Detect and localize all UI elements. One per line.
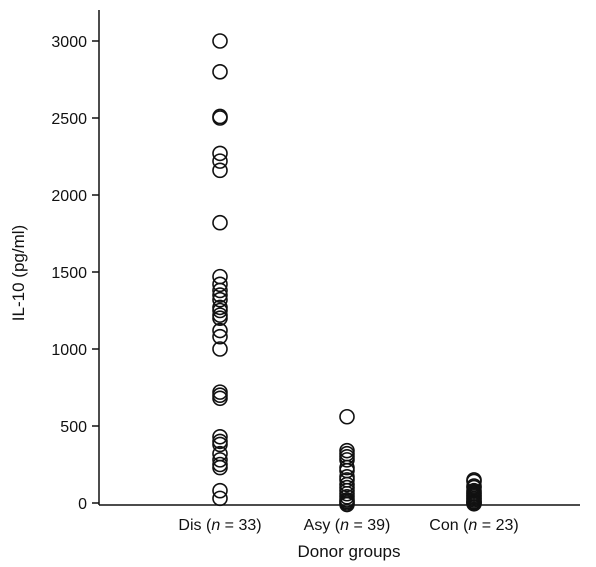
y-tick-label: 1000 (51, 342, 87, 359)
x-axis-title: Donor groups (297, 542, 400, 561)
data-point (212, 384, 228, 400)
data-point (212, 452, 228, 468)
data-point (212, 110, 228, 126)
data-points (212, 33, 482, 513)
data-point (212, 341, 228, 357)
y-tick-label: 2500 (51, 111, 87, 128)
y-tick-label: 1500 (51, 265, 87, 282)
data-point (212, 322, 228, 339)
data-point (212, 490, 228, 507)
y-axis-ticks: 0 500 1000 1500 2000 2500 3000 (51, 34, 99, 513)
y-tick-label: 500 (60, 419, 87, 436)
data-point (339, 496, 355, 513)
y-tick-label: 2000 (51, 188, 87, 205)
data-point (466, 495, 482, 512)
data-point (339, 408, 355, 425)
data-point (212, 276, 228, 293)
data-point (212, 428, 228, 445)
data-point (339, 445, 355, 462)
y-axis-title: IL-10 (pg/ml) (9, 225, 28, 321)
category-label-dis: Dis (n = 33) (178, 517, 261, 534)
data-point (212, 459, 228, 476)
data-point (212, 64, 228, 80)
y-tick-label: 0 (78, 496, 87, 513)
category-label-asy: Asy (n = 39) (304, 517, 391, 534)
data-point (212, 291, 228, 308)
y-tick-label: 3000 (51, 34, 87, 51)
data-point (212, 162, 228, 179)
data-point (212, 145, 228, 162)
data-point (212, 328, 228, 345)
data-point (212, 282, 228, 299)
data-point (212, 390, 228, 407)
data-point (212, 287, 228, 303)
data-point (212, 310, 228, 327)
data-point (212, 302, 228, 319)
data-point (212, 387, 228, 404)
data-point (212, 436, 228, 453)
category-label-con: Con (n = 23) (429, 517, 518, 534)
data-point (212, 482, 228, 499)
data-point (212, 153, 228, 169)
data-point (212, 214, 228, 231)
data-point (339, 452, 355, 468)
data-point (212, 33, 228, 49)
